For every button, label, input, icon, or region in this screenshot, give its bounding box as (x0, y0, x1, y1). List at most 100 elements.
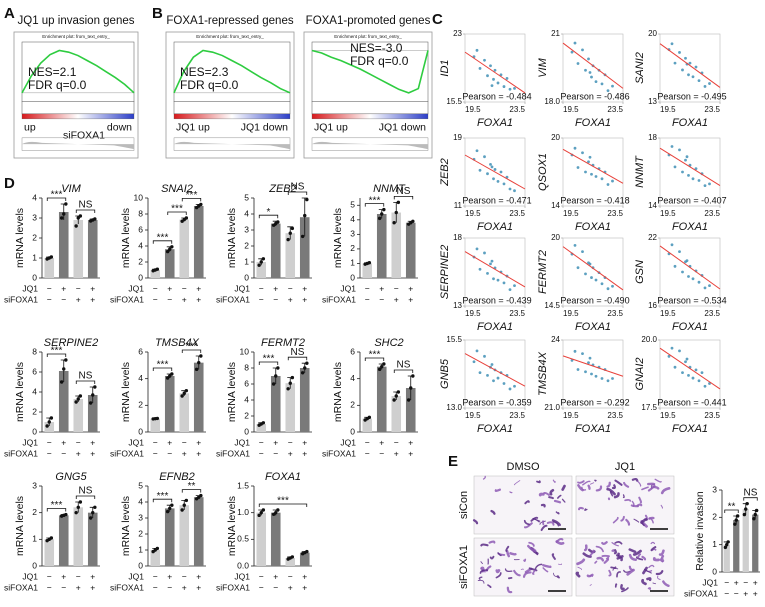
replicate-dot (276, 508, 280, 512)
cell (608, 569, 612, 577)
y-tick-label: 1 (138, 544, 143, 554)
cell (583, 544, 588, 552)
point (475, 149, 479, 153)
condition-mark: + (167, 437, 172, 447)
point (499, 170, 503, 174)
y-tick-label: 5 (350, 200, 355, 210)
cell (577, 566, 583, 571)
point (687, 275, 690, 278)
y-tick-label: 0 (32, 560, 37, 570)
bar (723, 544, 730, 572)
gene-title: SNAI2 (161, 183, 193, 195)
replicate-dot (182, 391, 186, 396)
point (508, 288, 512, 292)
point (505, 175, 509, 179)
bar (73, 399, 84, 432)
condition-mark: + (76, 448, 81, 458)
significance-bracket (393, 195, 414, 200)
y-axis-label: GNB5 (439, 358, 451, 389)
condition-mark: − (61, 294, 66, 304)
significance-label: *** (51, 190, 63, 201)
condition-mark: + (90, 448, 95, 458)
replicate-dot (91, 510, 95, 515)
y-tick-label: 20 (551, 133, 560, 142)
y-tick-label: 1.0 (237, 507, 249, 517)
bar (285, 233, 296, 278)
y-tick-label: 2 (244, 410, 249, 420)
point (670, 346, 674, 350)
significance-bracket (46, 508, 67, 512)
point (673, 264, 677, 268)
significance-bracket (152, 498, 173, 503)
condition-mark: − (153, 571, 158, 581)
condition-mark: − (288, 283, 293, 293)
y-tick-label: 4 (32, 386, 37, 396)
replicate-dot (303, 213, 307, 218)
point (505, 77, 509, 80)
y-tick-label: 4 (138, 496, 143, 506)
cell (477, 579, 485, 584)
y-tick-label: 5 (244, 192, 249, 202)
plot-frame (562, 137, 624, 207)
condition-mark: − (259, 437, 264, 447)
significance-bracket (46, 197, 67, 201)
y-tick-label: 2 (138, 256, 143, 266)
point (584, 370, 587, 374)
cell (614, 583, 618, 588)
fit-line (562, 148, 624, 184)
cell (534, 563, 543, 570)
point (684, 158, 687, 162)
condition-mark: + (379, 283, 384, 293)
cell (539, 520, 546, 525)
gene-title: VIM (61, 183, 81, 195)
bar (193, 497, 204, 566)
cell (555, 538, 564, 544)
replicate-dot (88, 401, 93, 405)
cell (548, 496, 554, 500)
cell (631, 477, 639, 482)
significance-label: *** (51, 500, 63, 511)
significance-bracket (393, 369, 414, 373)
point (606, 379, 610, 383)
y-tick-label: 4 (138, 240, 143, 250)
panel-label: B (152, 5, 163, 22)
correlation-label: Pearson = -0.292 (560, 397, 629, 407)
hits-frame (311, 101, 429, 115)
replicate-dot (406, 398, 411, 402)
cell (594, 479, 597, 482)
y-tick-label: 0 (712, 566, 717, 576)
point (576, 368, 580, 371)
x-tick-label: 19.5 (660, 209, 676, 218)
fit-line (562, 42, 624, 89)
cell (606, 487, 616, 496)
bar (270, 512, 281, 566)
significance-bracket (75, 209, 96, 213)
bar (256, 262, 267, 278)
y-tick-label: 0 (244, 272, 249, 282)
gene-title: GNG5 (55, 471, 87, 483)
bar (150, 270, 161, 278)
replicate-dot (305, 549, 309, 554)
replicate-dot (300, 371, 305, 375)
condition-mark: + (379, 437, 384, 447)
replicate-dot (274, 374, 278, 378)
replicate-dot (64, 512, 68, 517)
condition-mark: + (753, 588, 758, 598)
bar (179, 219, 190, 278)
hits-frame (21, 101, 135, 115)
condition-name: siFOXA1 (322, 448, 356, 458)
cell (614, 479, 623, 486)
bar (299, 552, 310, 566)
replicate-dot (168, 506, 172, 511)
point (687, 174, 690, 177)
point (708, 284, 711, 287)
y-tick-label: 24 (551, 335, 560, 344)
left-label: up (24, 122, 36, 134)
replicate-dot (93, 385, 97, 389)
cell (479, 569, 489, 574)
gsea-subtitle: Enrichment plot: from_text_entry_ (196, 34, 264, 39)
center-label: siFOXA1 (63, 130, 105, 142)
replicate-dot (47, 420, 51, 424)
cell (490, 509, 496, 515)
